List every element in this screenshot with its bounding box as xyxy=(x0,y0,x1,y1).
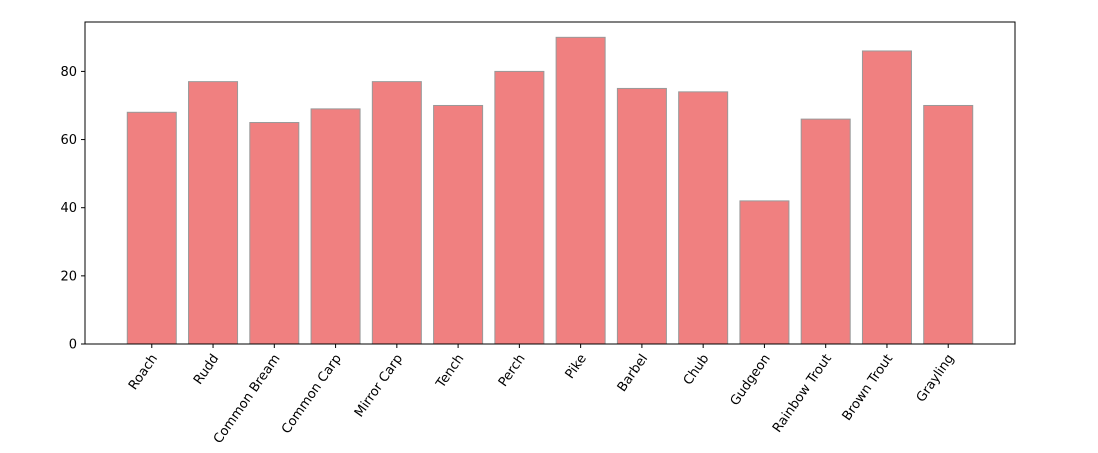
x-tick-label: Perch xyxy=(496,352,529,390)
x-tick-label: Tench xyxy=(433,352,467,392)
y-tick-label: 40 xyxy=(60,201,77,216)
x-tick-label: Grayling xyxy=(914,352,958,405)
y-tick-label: 0 xyxy=(69,338,77,353)
x-tick-label: Common Carp xyxy=(279,352,345,437)
x-tick-label: Pike xyxy=(563,352,590,382)
bar xyxy=(126,111,177,345)
bar xyxy=(923,104,974,345)
y-tick-label: 80 xyxy=(60,65,77,80)
bar xyxy=(494,70,545,345)
x-tick-label: Rudd xyxy=(191,352,222,388)
x-tick-label: Brown Trout xyxy=(840,352,897,424)
bar xyxy=(249,122,300,345)
bar xyxy=(861,50,912,345)
bar xyxy=(800,118,851,345)
x-tick-label: Gudgeon xyxy=(728,352,774,409)
bar xyxy=(739,200,790,345)
bar xyxy=(433,104,484,345)
bar xyxy=(310,108,361,345)
x-tick-label: Common Bream xyxy=(211,352,284,447)
y-tick-label: 60 xyxy=(60,133,77,148)
x-tick-label: Mirror Carp xyxy=(352,352,406,420)
bar xyxy=(371,81,422,345)
x-tick-label: Chub xyxy=(681,352,713,388)
x-tick-label: Roach xyxy=(126,352,161,393)
y-tick-label: 20 xyxy=(60,269,77,284)
x-tick-label: Rainbow Trout xyxy=(770,352,835,436)
plot-frame xyxy=(84,21,1016,345)
bar xyxy=(678,91,729,345)
x-tick-label: Barbel xyxy=(615,352,651,395)
bar xyxy=(555,36,606,345)
bar xyxy=(188,81,239,345)
bar xyxy=(616,87,667,345)
